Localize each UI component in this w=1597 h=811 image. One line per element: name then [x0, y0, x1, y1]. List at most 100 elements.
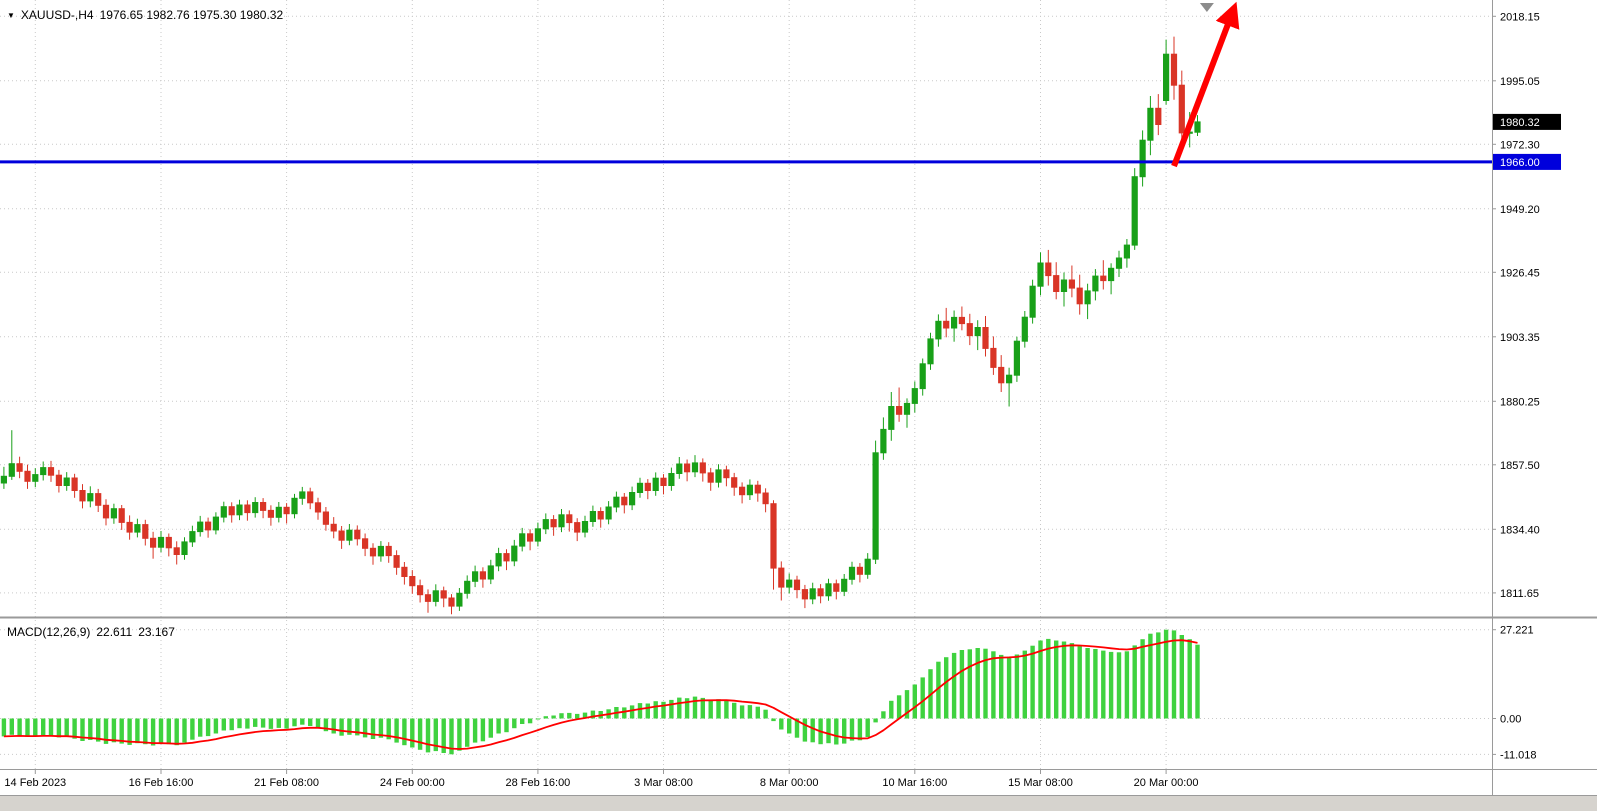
candle — [1155, 94, 1162, 136]
candle — [1013, 336, 1020, 382]
candle — [197, 515, 204, 537]
candle — [621, 493, 628, 514]
candle — [841, 574, 848, 597]
candle — [817, 584, 824, 604]
candle — [786, 573, 793, 594]
svg-text:27.221: 27.221 — [1500, 625, 1534, 637]
grid — [0, 0, 1492, 769]
candle — [951, 310, 958, 342]
svg-text:1903.35: 1903.35 — [1500, 332, 1540, 344]
time-scale[interactable]: 14 Feb 2023 16 Feb 16:00 21 Feb 08:00 24 Fe… — [4, 769, 1199, 789]
trend-arrow[interactable] — [1171, 1, 1240, 168]
candle — [252, 497, 259, 518]
candle — [754, 480, 761, 502]
macd-scale[interactable]: 27.221 0.00 -11.018 — [1492, 625, 1537, 762]
candle — [472, 565, 479, 588]
candle — [1021, 311, 1028, 348]
candle — [982, 316, 989, 357]
candle — [943, 307, 950, 338]
candle — [55, 469, 62, 493]
candle — [220, 501, 227, 523]
candle — [95, 488, 102, 512]
candle — [24, 464, 31, 489]
candle — [1100, 260, 1107, 290]
symbol-marker-icon[interactable]: ▼ — [7, 11, 15, 20]
candle — [613, 491, 620, 513]
candle — [181, 537, 188, 560]
candle — [346, 524, 353, 546]
price-scale[interactable]: 2018.15 1995.05 1972.30 1949.20 1926.45 1903.… — [1492, 11, 1540, 600]
candle — [660, 474, 667, 495]
candle — [307, 487, 314, 510]
candle — [275, 502, 282, 523]
candle — [87, 486, 94, 508]
svg-text:1926.45: 1926.45 — [1500, 267, 1540, 279]
candle — [911, 381, 918, 413]
candle — [542, 513, 549, 535]
candle — [511, 539, 518, 567]
candle — [503, 549, 510, 571]
candle — [636, 477, 644, 498]
candle — [534, 522, 541, 547]
candle — [456, 588, 463, 611]
candle — [746, 479, 753, 500]
candle — [715, 464, 722, 488]
candle — [762, 488, 769, 513]
candle — [550, 515, 557, 536]
svg-text:16 Feb 16:00: 16 Feb 16:00 — [129, 777, 194, 789]
candle — [1045, 249, 1052, 286]
candle — [479, 567, 486, 588]
svg-text:1980.32: 1980.32 — [1500, 117, 1540, 129]
candle — [464, 575, 471, 599]
candle — [40, 461, 47, 481]
candle — [801, 584, 808, 609]
ohlc-readout: 1976.65 1982.76 1975.30 1980.32 — [99, 8, 284, 22]
candle — [409, 570, 416, 594]
candle — [228, 502, 235, 523]
candle — [574, 518, 581, 542]
candle — [605, 501, 612, 525]
candle — [825, 578, 832, 601]
candle — [417, 579, 424, 603]
candle — [362, 533, 369, 557]
candle — [864, 553, 871, 579]
candle — [770, 500, 777, 590]
candle — [966, 313, 973, 346]
window-bottom-strip — [0, 795, 1597, 811]
candle — [684, 459, 691, 482]
candle — [668, 467, 675, 491]
candle — [793, 575, 801, 599]
current-price-badge: 1980.32 — [1493, 113, 1561, 130]
candle — [856, 563, 863, 583]
candle — [134, 518, 141, 538]
candle — [974, 320, 981, 351]
candle — [0, 466, 7, 489]
svg-text:20 Mar 00:00: 20 Mar 00:00 — [1134, 777, 1199, 789]
candle — [338, 526, 345, 549]
candle — [432, 584, 439, 607]
svg-text:14 Feb 2023: 14 Feb 2023 — [4, 777, 66, 789]
candle — [1053, 262, 1060, 300]
candle — [1170, 36, 1178, 100]
candle — [118, 505, 125, 530]
candle — [958, 306, 965, 331]
svg-text:0.00: 0.00 — [1500, 714, 1521, 726]
svg-text:1995.05: 1995.05 — [1500, 76, 1540, 88]
macd-signal-line — [3, 639, 1198, 750]
candle — [236, 499, 243, 521]
candle — [165, 533, 172, 557]
macd-histogram-series — [1, 629, 1200, 755]
candle — [1123, 239, 1131, 268]
svg-text:1966.00: 1966.00 — [1500, 157, 1540, 169]
candle — [291, 493, 298, 519]
candle — [142, 519, 149, 546]
candle — [63, 472, 70, 491]
candle — [1029, 279, 1036, 324]
candle — [896, 387, 903, 422]
candle — [998, 355, 1005, 392]
candle — [1108, 263, 1115, 295]
candle — [393, 550, 400, 575]
candle — [354, 525, 361, 546]
candle — [1163, 39, 1170, 105]
